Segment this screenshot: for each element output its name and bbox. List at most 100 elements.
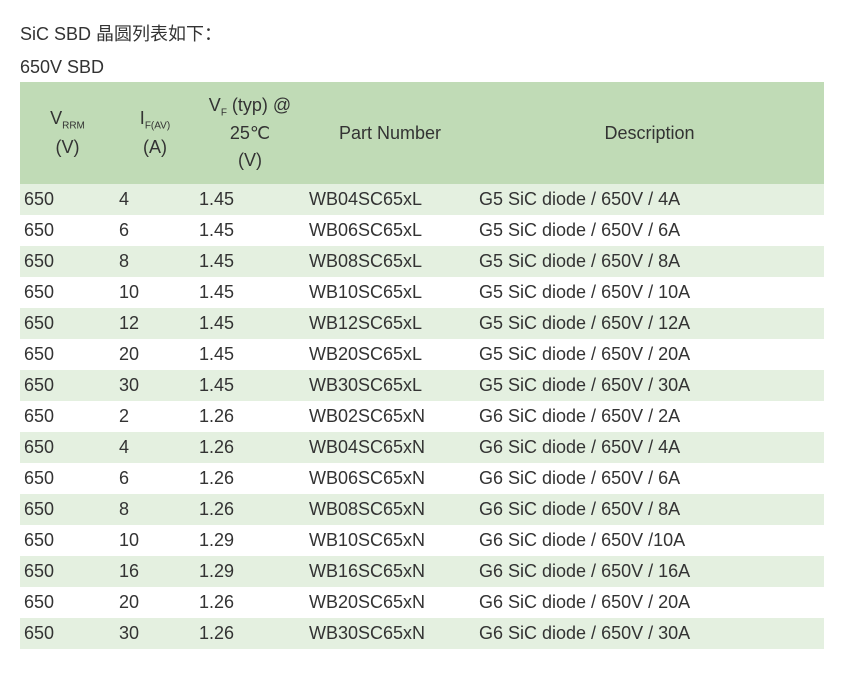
cell-vrrm: 650 xyxy=(20,277,115,308)
cell-if: 16 xyxy=(115,556,195,587)
cell-part: WB02SC65xN xyxy=(305,401,475,432)
vf-unit: (V) xyxy=(238,150,262,170)
cell-part: WB06SC65xN xyxy=(305,463,475,494)
table-row: 650201.26WB20SC65xNG6 SiC diode / 650V /… xyxy=(20,587,824,618)
cell-vrrm: 650 xyxy=(20,618,115,649)
cell-vrrm: 650 xyxy=(20,432,115,463)
col-header-vrrm: VRRM (V) xyxy=(20,82,115,185)
cell-part: WB16SC65xN xyxy=(305,556,475,587)
cell-if: 2 xyxy=(115,401,195,432)
cell-desc: G5 SiC diode / 650V / 20A xyxy=(475,339,824,370)
cell-if: 30 xyxy=(115,370,195,401)
cell-vf: 1.26 xyxy=(195,401,305,432)
table-row: 650161.29WB16SC65xNG6 SiC diode / 650V /… xyxy=(20,556,824,587)
table-row: 65041.45WB04SC65xLG5 SiC diode / 650V / … xyxy=(20,184,824,215)
cell-vrrm: 650 xyxy=(20,401,115,432)
cell-part: WB20SC65xL xyxy=(305,339,475,370)
table-row: 65021.26WB02SC65xNG6 SiC diode / 650V / … xyxy=(20,401,824,432)
vf-label-b: (typ) @ xyxy=(227,95,291,115)
cell-if: 6 xyxy=(115,215,195,246)
cell-if: 8 xyxy=(115,494,195,525)
cell-desc: G5 SiC diode / 650V / 30A xyxy=(475,370,824,401)
cell-vrrm: 650 xyxy=(20,587,115,618)
table-row: 650101.45WB10SC65xLG5 SiC diode / 650V /… xyxy=(20,277,824,308)
cell-vrrm: 650 xyxy=(20,215,115,246)
cell-if: 10 xyxy=(115,277,195,308)
vrrm-label: V xyxy=(50,108,62,128)
cell-part: WB08SC65xL xyxy=(305,246,475,277)
cell-vrrm: 650 xyxy=(20,370,115,401)
cell-part: WB30SC65xL xyxy=(305,370,475,401)
table-row: 650101.29WB10SC65xNG6 SiC diode / 650V /… xyxy=(20,525,824,556)
page-title: SiC SBD 晶圆列表如下： xyxy=(20,20,824,49)
table-row: 65061.45WB06SC65xLG5 SiC diode / 650V / … xyxy=(20,215,824,246)
col-header-if: IF(AV) (A) xyxy=(115,82,195,185)
cell-vrrm: 650 xyxy=(20,494,115,525)
cell-part: WB10SC65xN xyxy=(305,525,475,556)
cell-if: 6 xyxy=(115,463,195,494)
cell-if: 10 xyxy=(115,525,195,556)
table-row: 650301.26WB30SC65xNG6 SiC diode / 650V /… xyxy=(20,618,824,649)
table-row: 65081.45WB08SC65xLG5 SiC diode / 650V / … xyxy=(20,246,824,277)
cell-desc: G6 SiC diode / 650V / 30A xyxy=(475,618,824,649)
col-header-part: Part Number xyxy=(305,82,475,185)
table-row: 65081.26WB08SC65xNG6 SiC diode / 650V / … xyxy=(20,494,824,525)
cell-desc: G6 SiC diode / 650V / 4A xyxy=(475,432,824,463)
vf-line2: 25℃ xyxy=(230,123,270,143)
table-body: 65041.45WB04SC65xLG5 SiC diode / 650V / … xyxy=(20,184,824,649)
cell-vrrm: 650 xyxy=(20,525,115,556)
cell-desc: G6 SiC diode / 650V / 20A xyxy=(475,587,824,618)
cell-part: WB04SC65xL xyxy=(305,184,475,215)
cell-vf: 1.26 xyxy=(195,463,305,494)
if-sub: F(AV) xyxy=(145,121,170,132)
cell-vf: 1.26 xyxy=(195,432,305,463)
vrrm-sub: RRM xyxy=(62,121,85,132)
cell-vf: 1.45 xyxy=(195,215,305,246)
cell-vrrm: 650 xyxy=(20,308,115,339)
cell-if: 4 xyxy=(115,184,195,215)
cell-part: WB12SC65xL xyxy=(305,308,475,339)
cell-vf: 1.45 xyxy=(195,370,305,401)
cell-vf: 1.45 xyxy=(195,184,305,215)
cell-desc: G5 SiC diode / 650V / 8A xyxy=(475,246,824,277)
cell-vf: 1.45 xyxy=(195,339,305,370)
cell-desc: G5 SiC diode / 650V / 10A xyxy=(475,277,824,308)
cell-vrrm: 650 xyxy=(20,463,115,494)
vrrm-unit: (V) xyxy=(56,137,80,157)
cell-vrrm: 650 xyxy=(20,339,115,370)
vf-label: V xyxy=(209,95,221,115)
cell-vf: 1.26 xyxy=(195,494,305,525)
cell-desc: G6 SiC diode / 650V /10A xyxy=(475,525,824,556)
cell-vf: 1.45 xyxy=(195,246,305,277)
cell-if: 20 xyxy=(115,339,195,370)
cell-part: WB06SC65xL xyxy=(305,215,475,246)
cell-if: 8 xyxy=(115,246,195,277)
cell-part: WB20SC65xN xyxy=(305,587,475,618)
cell-desc: G6 SiC diode / 650V / 6A xyxy=(475,463,824,494)
table-row: 65061.26WB06SC65xNG6 SiC diode / 650V / … xyxy=(20,463,824,494)
cell-if: 20 xyxy=(115,587,195,618)
cell-desc: G5 SiC diode / 650V / 6A xyxy=(475,215,824,246)
table-row: 650301.45WB30SC65xLG5 SiC diode / 650V /… xyxy=(20,370,824,401)
cell-part: WB08SC65xN xyxy=(305,494,475,525)
cell-desc: G5 SiC diode / 650V / 12A xyxy=(475,308,824,339)
cell-if: 12 xyxy=(115,308,195,339)
cell-part: WB04SC65xN xyxy=(305,432,475,463)
if-unit: (A) xyxy=(143,137,167,157)
table-row: 65041.26WB04SC65xNG6 SiC diode / 650V / … xyxy=(20,432,824,463)
cell-vrrm: 650 xyxy=(20,246,115,277)
cell-vrrm: 650 xyxy=(20,556,115,587)
cell-if: 4 xyxy=(115,432,195,463)
cell-vf: 1.29 xyxy=(195,525,305,556)
cell-vf: 1.45 xyxy=(195,308,305,339)
cell-desc: G5 SiC diode / 650V / 4A xyxy=(475,184,824,215)
page-subtitle: 650V SBD xyxy=(20,57,824,78)
cell-if: 30 xyxy=(115,618,195,649)
cell-part: WB10SC65xL xyxy=(305,277,475,308)
table-header-row: VRRM (V) IF(AV) (A) VF (typ) @ 25℃ (V) P… xyxy=(20,82,824,185)
cell-part: WB30SC65xN xyxy=(305,618,475,649)
col-header-desc: Description xyxy=(475,82,824,185)
cell-desc: G6 SiC diode / 650V / 16A xyxy=(475,556,824,587)
cell-vrrm: 650 xyxy=(20,184,115,215)
cell-vf: 1.29 xyxy=(195,556,305,587)
